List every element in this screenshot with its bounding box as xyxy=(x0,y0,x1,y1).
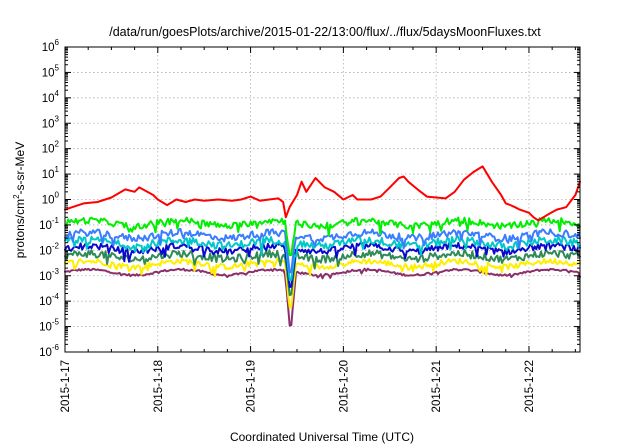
y-tick-label: 103 xyxy=(42,114,60,130)
y-tick-label: 10-1 xyxy=(39,216,59,232)
y-tick-label: 102 xyxy=(42,140,60,156)
y-tick-label: 106 xyxy=(42,38,60,54)
series-line xyxy=(64,165,581,222)
y-axis-ticks: 10-6 10-5 10-4 10-3 10-2 10-1 100 101 102 103 104 1… xyxy=(39,38,580,359)
series-line xyxy=(64,235,581,282)
series-group xyxy=(64,165,581,327)
x-tick-label: 2015-1-22 xyxy=(524,360,536,412)
y-tick-label: 100 xyxy=(42,191,60,207)
x-axis-ticks: 2015-1-17 2015-1-18 2015-1-19 2015-1-20 2015… xyxy=(60,47,576,412)
series-line xyxy=(64,228,581,274)
series-line xyxy=(64,267,581,327)
y-tick-label: 10-5 xyxy=(39,318,59,334)
y-tick-label: 10-2 xyxy=(39,241,59,257)
series-line xyxy=(64,257,581,309)
x-tick-label: 2015-1-19 xyxy=(246,360,258,412)
y-tick-label: 105 xyxy=(42,63,60,79)
y-tick-label: 10-3 xyxy=(39,267,59,283)
y-tick-label: 104 xyxy=(42,89,60,105)
y-tick-label: 10-6 xyxy=(39,343,59,359)
x-axis-label: Coordinated Universal Time (UTC) xyxy=(230,430,414,444)
y-tick-label: 101 xyxy=(42,165,60,181)
series-line xyxy=(64,216,581,257)
series-line xyxy=(64,248,581,297)
x-tick-label: 2015-1-20 xyxy=(338,360,350,412)
x-tick-label: 2015-1-17 xyxy=(60,360,72,412)
x-tick-label: 2015-1-18 xyxy=(153,360,165,412)
y-axis-label: protons/cm2-s-sr-MeV xyxy=(12,142,27,258)
y-tick-label: 10-4 xyxy=(39,292,59,308)
x-tick-label: 2015-1-21 xyxy=(431,360,443,412)
chart-title: /data/run/goesPlots/archive/2015-01-22/1… xyxy=(109,25,541,39)
